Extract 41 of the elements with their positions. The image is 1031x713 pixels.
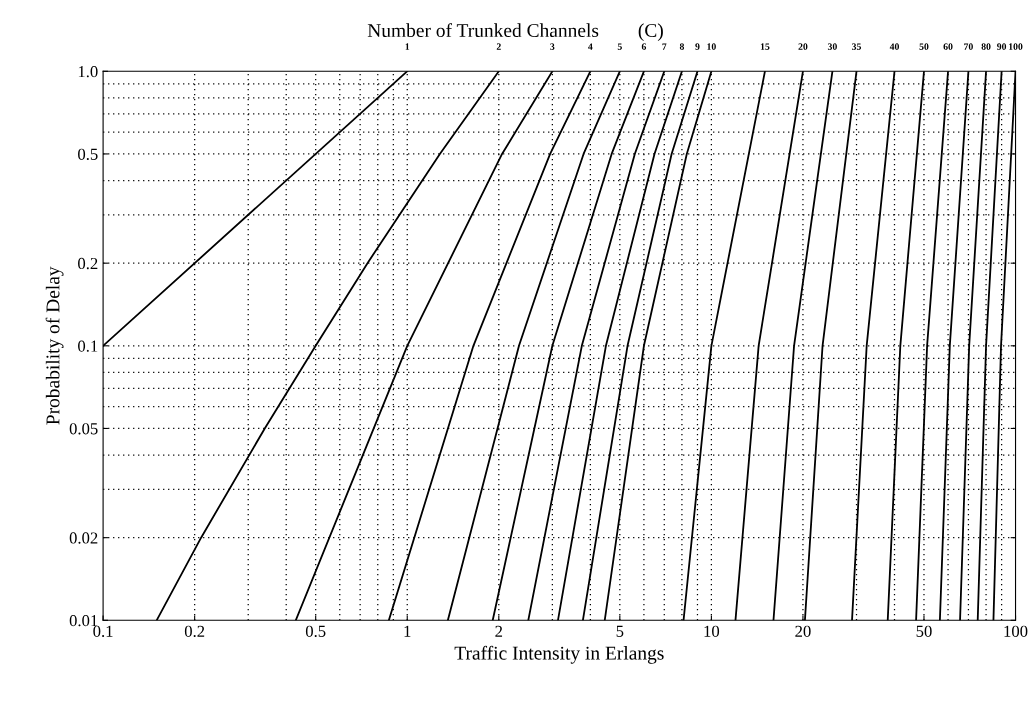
y-tick-label: 0.01 (69, 615, 98, 627)
y-tick-label: 0.5 (78, 148, 98, 160)
text: Number of Trunked Channels (C) (367, 23, 663, 41)
text: 70 (964, 43, 973, 50)
x-axis-title: Traffic Intensity in Erlangs (454, 645, 664, 664)
text: 10 (707, 43, 716, 50)
y-tick-label: 0.02 (69, 532, 98, 544)
text: 4 (588, 43, 593, 50)
text: 50 (919, 43, 929, 50)
x-tick-label: 20 (795, 625, 811, 637)
text: 1 (405, 43, 410, 50)
text: 80 (981, 43, 991, 50)
text: 30 (827, 43, 837, 50)
x-tick-label: 0.2 (184, 625, 205, 637)
text: 60 (943, 43, 953, 50)
x-tick-label: 10 (704, 625, 720, 637)
text: 5 (617, 43, 622, 50)
text: 3 (550, 43, 555, 50)
y-tick-label: 0.1 (78, 340, 98, 352)
text: 9 (695, 43, 700, 50)
text: 2 (496, 43, 501, 50)
text: 90 (997, 43, 1007, 50)
text: 35 (852, 43, 862, 50)
y-tick-label: 1.0 (78, 66, 98, 78)
y-tick-label: 0.05 (69, 423, 98, 435)
x-tick-label: 1 (404, 625, 411, 637)
text: 6 (641, 43, 647, 50)
y-tick-label: 0.2 (78, 257, 98, 270)
text: 15 (760, 43, 770, 50)
y-axis-title: Probability of Delay (45, 266, 64, 425)
text: 8 (679, 43, 685, 50)
x-tick-label: 0.5 (305, 625, 326, 637)
text: 40 (889, 43, 899, 50)
text: 20 (798, 43, 808, 50)
text: 7 (662, 43, 667, 50)
x-tick-label: 2 (495, 625, 503, 637)
x-tick-label: 100 (1004, 625, 1028, 637)
x-tick-label: 0.1 (93, 625, 113, 637)
x-tick-label: 5 (616, 625, 624, 637)
text: 100 (1009, 43, 1023, 50)
x-tick-label: 50 (916, 625, 932, 637)
